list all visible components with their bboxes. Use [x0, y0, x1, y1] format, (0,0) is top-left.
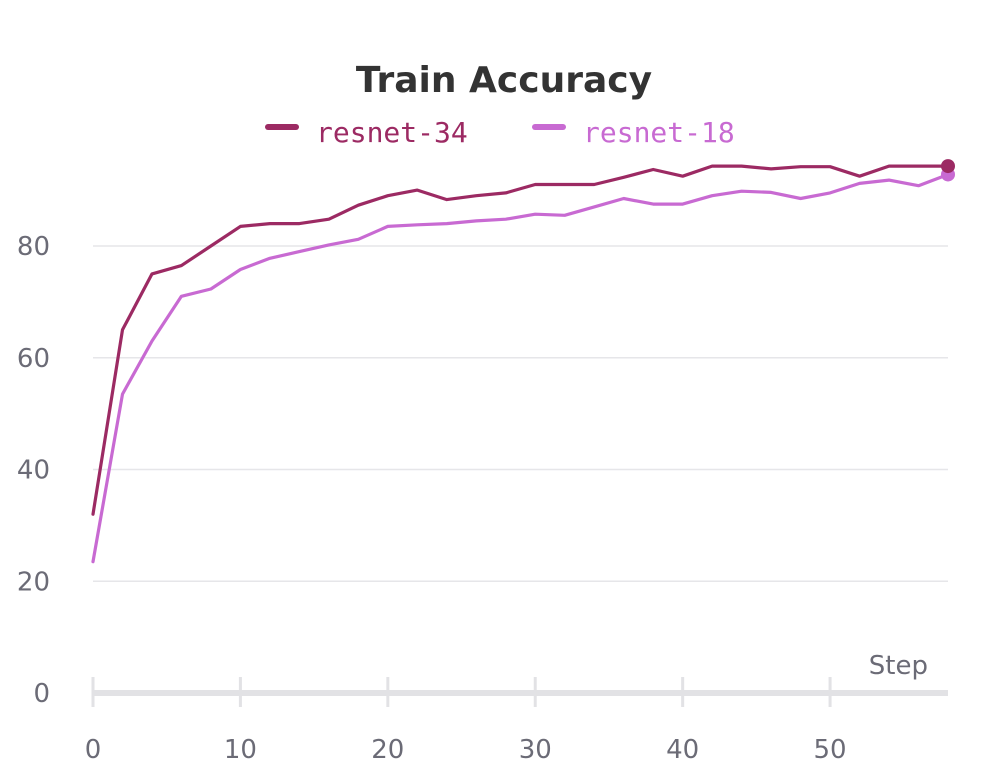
y-tick-label-80: 80 [17, 232, 50, 262]
grid-lines [93, 245, 948, 582]
axes: 0 20 40 60 80 0 10 20 30 40 50 [17, 232, 948, 765]
y-tick-label-60: 60 [17, 344, 50, 374]
series-end-marker-resnet-34[interactable] [941, 159, 955, 174]
x-tick-label-50: 50 [814, 735, 847, 765]
legend: resnet-34 resnet-18 [265, 116, 735, 149]
series-layer [91, 159, 955, 564]
y-tick-label-40: 40 [17, 456, 50, 486]
y-tick-label-20: 20 [17, 567, 50, 597]
x-tick-label-20: 20 [371, 735, 404, 765]
x-tick-label-30: 30 [519, 735, 552, 765]
y-tick-label-0: 0 [33, 679, 50, 709]
series-line-resnet-34[interactable] [91, 164, 950, 516]
x-tick-label-10: 10 [224, 735, 257, 765]
legend-label-resnet-34[interactable]: resnet-34 [316, 116, 468, 149]
legend-label-resnet-18[interactable]: resnet-18 [583, 116, 735, 149]
series-line-resnet-18[interactable] [91, 172, 950, 564]
x-axis-label: Step [869, 651, 928, 681]
x-tick-label-0: 0 [85, 735, 102, 765]
chart-title: Train Accuracy [356, 60, 652, 101]
x-tick-label-40: 40 [666, 735, 699, 765]
